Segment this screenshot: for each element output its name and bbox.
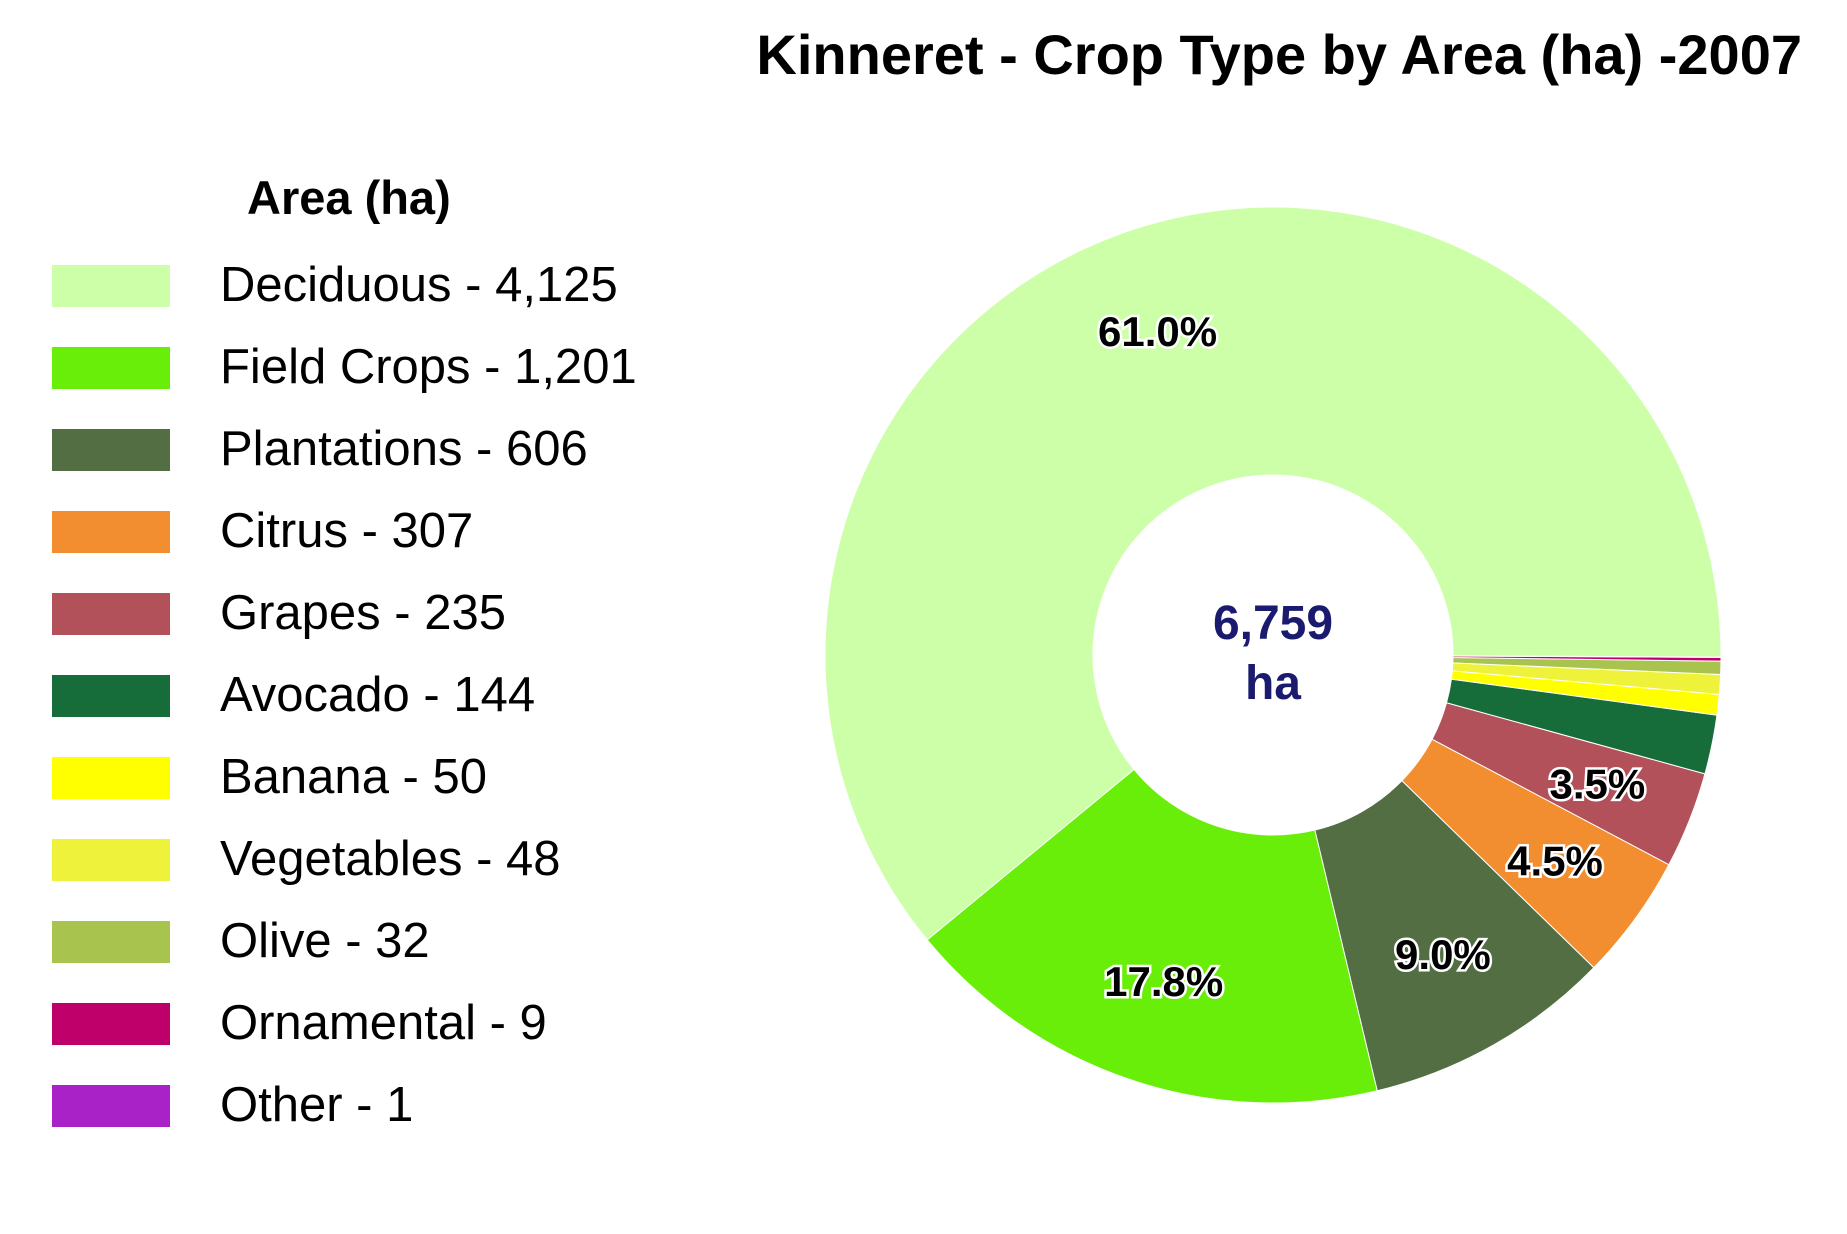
legend-label: Citrus - 307 [220, 504, 474, 558]
chart-title: Kinneret - Crop Type by Area (ha) -2007 [756, 23, 1802, 86]
legend-swatch [52, 593, 170, 635]
slice-labels-group: 61.0% 17.8% 9.0% 4.5% 3.5% [1095, 305, 1647, 1007]
center-unit-label: ha [1245, 657, 1301, 710]
legend-item: Citrus - 307 [52, 501, 692, 561]
legend-label: Avocado - 144 [220, 668, 536, 722]
legend-item: Olive - 32 [52, 911, 692, 971]
legend-label: Ornamental - 9 [220, 996, 547, 1050]
center-total-label: 6,759 [1213, 597, 1333, 650]
legend-label: Grapes - 235 [220, 586, 506, 640]
legend-swatch [52, 1003, 170, 1045]
legend-swatch [52, 675, 170, 717]
slice-pct-label: 17.8% [1104, 958, 1223, 1005]
slice-other [1452, 655, 1722, 658]
legend-label: Field Crops - 1,201 [220, 340, 637, 394]
legend-item: Field Crops - 1,201 [52, 337, 692, 397]
legend-item: Deciduous - 4,125 [52, 255, 692, 315]
slice-field-crops [926, 768, 1378, 1104]
slice-pct-label: 9.0% [1395, 931, 1491, 978]
legend-swatch [52, 1085, 170, 1127]
legend-label: Plantations - 606 [220, 422, 588, 476]
legend-swatch [52, 921, 170, 963]
legend-item: Other - 1 [52, 1075, 692, 1135]
legend-item: Banana - 50 [52, 747, 692, 807]
slices-group [824, 206, 1722, 1104]
legend-swatch [52, 429, 170, 471]
legend-item: Grapes - 235 [52, 583, 692, 643]
legend-label: Banana - 50 [220, 750, 487, 804]
legend-title: Area (ha) [247, 171, 451, 224]
legend-item: Avocado - 144 [52, 665, 692, 725]
legend-swatch [52, 511, 170, 553]
slice-pct-label: 4.5% [1507, 838, 1603, 885]
legend-item: Ornamental - 9 [52, 993, 692, 1053]
legend-swatch [52, 757, 170, 799]
legend-label: Other - 1 [220, 1078, 414, 1132]
legend-swatch [52, 347, 170, 389]
slice-plantations [1314, 779, 1595, 1092]
legend-item: Vegetables - 48 [52, 829, 692, 889]
slice-deciduous [824, 206, 1722, 941]
legend-label: Vegetables - 48 [220, 832, 561, 886]
legend-item: Plantations - 606 [52, 419, 692, 479]
slice-pct-label: 3.5% [1550, 761, 1646, 808]
legend-label: Deciduous - 4,125 [220, 258, 618, 312]
slice-pct-label: 61.0% [1098, 308, 1217, 355]
legend-swatch [52, 265, 170, 307]
legend-label: Olive - 32 [220, 914, 430, 968]
legend-swatch [52, 839, 170, 881]
